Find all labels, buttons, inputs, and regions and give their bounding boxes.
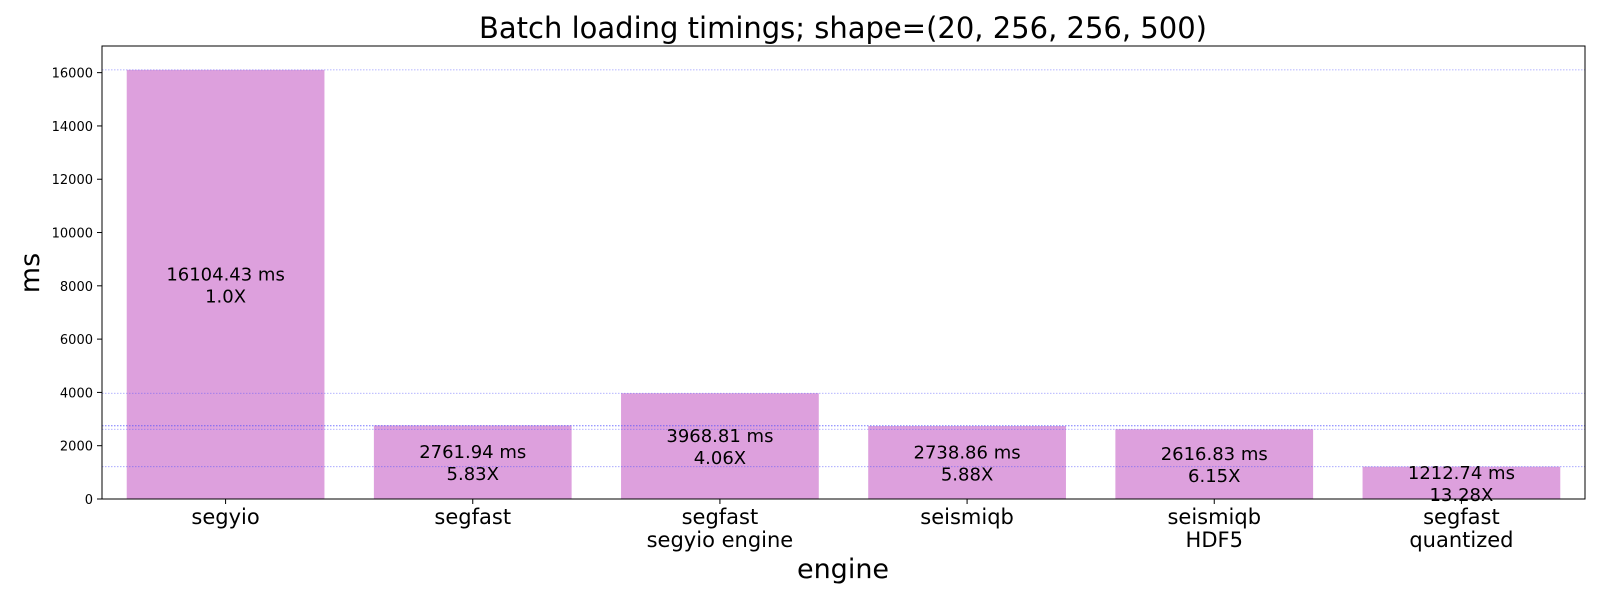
chart-title: Batch loading timings; shape=(20, 256, 2… xyxy=(479,11,1207,45)
x-tick-label: segyio xyxy=(191,505,259,529)
y-axis: 0 2000 4000 6000 8000 10000 12000 14000 16000 xyxy=(52,67,102,508)
y-tick-label: 6000 xyxy=(60,333,93,348)
data-label: 2738.86 ms 5.88X xyxy=(914,443,1021,486)
x-tick-label: segfast xyxy=(434,505,511,529)
bar xyxy=(126,69,325,499)
data-label-line: 2738.86 ms xyxy=(914,443,1021,464)
reference-lines xyxy=(102,69,1585,468)
x-tick-label-line: segyio xyxy=(191,505,259,529)
data-label: 3968.81 ms 4.06X xyxy=(666,426,773,469)
x-tick-label-line: quantized xyxy=(1409,528,1513,552)
data-label-line: 5.83X xyxy=(447,464,499,485)
y-tick-label: 0 xyxy=(85,493,93,508)
y-tick-label: 16000 xyxy=(52,67,93,82)
data-label-line: 1212.74 ms xyxy=(1408,463,1515,484)
plot-area xyxy=(126,69,1561,499)
data-label-line: 6.15X xyxy=(1188,466,1240,487)
x-tick-label: segfast quantized xyxy=(1409,505,1513,552)
x-axis: segyio segfast segfast segyio engineseismiq… xyxy=(191,499,1514,552)
x-tick-label-line: HDF5 xyxy=(1186,528,1243,552)
y-tick-label: 8000 xyxy=(60,280,93,295)
y-tick-label: 14000 xyxy=(52,120,93,135)
data-label-line: 3968.81 ms xyxy=(666,426,773,447)
y-tick-label: 4000 xyxy=(60,386,93,401)
y-tick-label: 12000 xyxy=(52,173,93,188)
x-tick-label-line: seismiqb xyxy=(1167,505,1261,529)
x-axis-label: engine xyxy=(797,554,889,585)
data-label-line: 1.0X xyxy=(205,286,246,307)
bar xyxy=(868,426,1066,499)
x-tick-label: seismiqb xyxy=(920,505,1014,529)
y-axis-label: ms xyxy=(15,253,46,293)
data-label-line: 4.06X xyxy=(694,448,746,469)
x-tick-label-line: segfast xyxy=(1423,505,1500,529)
data-label: 1212.74 ms 13.28X xyxy=(1408,463,1515,506)
bar xyxy=(621,393,819,499)
data-labels: 16104.43 ms 1.0X 2761.94 ms 5.83X 3968.81 ms… xyxy=(166,264,1515,505)
data-label-line: 2616.83 ms xyxy=(1161,444,1268,465)
x-tick-label-line: segfast xyxy=(434,505,511,529)
x-tick-label-line: segfast xyxy=(682,505,759,529)
data-label: 16104.43 ms 1.0X xyxy=(166,264,285,307)
data-label: 2761.94 ms 5.83X xyxy=(419,442,526,485)
x-tick-label-line: segyio engine xyxy=(647,528,794,552)
data-label-line: 5.88X xyxy=(941,465,993,486)
x-tick-label-line: seismiqb xyxy=(920,505,1014,529)
x-tick-label: seismiqb HDF5 xyxy=(1167,505,1261,552)
data-label-line: 13.28X xyxy=(1429,485,1493,506)
bar xyxy=(1362,466,1561,499)
bar xyxy=(1115,429,1314,499)
y-tick-label: 2000 xyxy=(60,440,93,455)
data-label-line: 2761.94 ms xyxy=(419,442,526,463)
x-tick-label: segfast segyio engine xyxy=(647,505,794,552)
y-tick-label: 10000 xyxy=(52,227,93,242)
data-label: 2616.83 ms 6.15X xyxy=(1161,444,1268,487)
bar xyxy=(373,425,572,499)
plot-frame xyxy=(101,45,1586,500)
data-label-line: 16104.43 ms xyxy=(166,264,285,285)
